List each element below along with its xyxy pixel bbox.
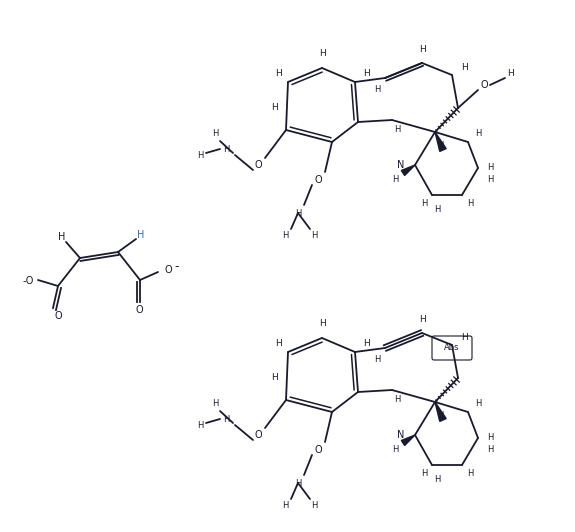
Text: H: H [467, 198, 473, 207]
Text: H: H [419, 314, 426, 323]
Text: H: H [311, 502, 317, 511]
Text: H: H [475, 129, 481, 138]
Text: H: H [271, 373, 278, 383]
Text: H: H [311, 231, 317, 240]
Text: H: H [437, 411, 443, 420]
Polygon shape [401, 165, 415, 176]
Text: -O: -O [22, 276, 34, 286]
Polygon shape [435, 132, 446, 152]
Text: H: H [374, 355, 380, 364]
Text: O: O [254, 430, 262, 440]
Text: O: O [314, 445, 322, 455]
Text: H: H [212, 129, 218, 138]
Text: H: H [58, 232, 66, 242]
Text: H: H [282, 502, 288, 511]
Text: H: H [487, 445, 493, 454]
Text: H: H [275, 339, 281, 348]
Text: N: N [397, 160, 405, 170]
Text: O: O [314, 175, 322, 185]
Text: H: H [295, 209, 301, 218]
Text: O: O [164, 265, 172, 275]
Text: H: H [319, 49, 325, 59]
Text: H: H [437, 140, 443, 149]
Text: H: H [197, 421, 203, 430]
Text: H: H [462, 62, 469, 71]
Text: O: O [480, 80, 488, 90]
Text: H: H [394, 126, 400, 135]
Polygon shape [401, 435, 415, 445]
Text: H: H [437, 144, 443, 153]
Text: H: H [475, 400, 481, 409]
Text: H: H [394, 395, 400, 404]
Text: H: H [487, 163, 493, 172]
Text: H: H [419, 45, 426, 54]
Text: H: H [487, 434, 493, 443]
Text: O: O [54, 311, 62, 321]
Text: H: H [434, 476, 440, 485]
Polygon shape [435, 402, 446, 421]
Text: H: H [434, 205, 440, 214]
Text: H: H [487, 176, 493, 185]
Text: O: O [135, 305, 143, 315]
Text: H: H [271, 104, 278, 112]
Text: H: H [421, 198, 427, 207]
Text: H: H [223, 414, 229, 423]
FancyBboxPatch shape [432, 336, 472, 360]
Text: H: H [462, 332, 469, 342]
Text: O: O [254, 160, 262, 170]
Text: H: H [295, 478, 301, 487]
Text: H: H [392, 445, 398, 453]
Text: H: H [363, 339, 370, 348]
Text: N: N [397, 430, 405, 440]
Text: H: H [137, 230, 145, 240]
Text: H: H [197, 152, 203, 161]
Text: H: H [275, 70, 281, 79]
Text: H: H [374, 86, 380, 95]
Text: H: H [363, 70, 370, 79]
Text: H: H [392, 174, 398, 184]
Text: H: H [319, 320, 325, 328]
Text: H: H [282, 231, 288, 240]
Text: H: H [437, 413, 443, 422]
Text: H: H [508, 70, 515, 79]
Text: H: H [467, 469, 473, 478]
Text: H: H [212, 400, 218, 409]
Text: H: H [223, 145, 229, 154]
Text: H: H [421, 469, 427, 478]
Text: -: - [175, 261, 179, 273]
Text: Abs: Abs [444, 344, 460, 353]
